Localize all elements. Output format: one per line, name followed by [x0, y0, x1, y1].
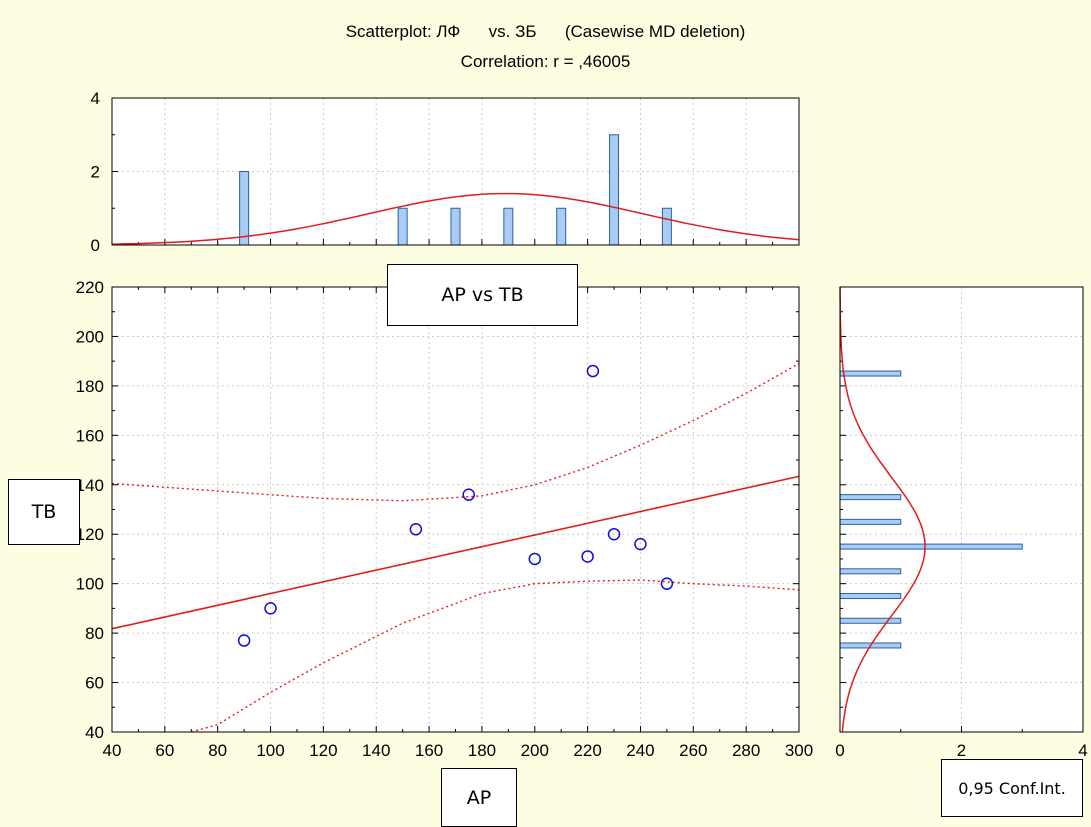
scatter-x-tick-label: 100: [256, 741, 284, 760]
scatter-y-tick-label: 40: [85, 723, 104, 742]
chart-subtitle: Correlation: r = ,46005: [460, 52, 631, 71]
scatter-x-tick-label: 60: [155, 741, 174, 760]
y-histogram-bar: [839, 543, 1023, 550]
y-histogram-x-tick-label: 2: [957, 741, 966, 760]
scatter-x-tick-label: 80: [208, 741, 227, 760]
scatter-y-tick-label: 200: [76, 327, 104, 346]
y-histogram-bar: [839, 370, 902, 377]
x-histogram-bar: [556, 207, 567, 246]
scatter-point: [237, 634, 251, 647]
x-histogram-frame: [111, 97, 800, 246]
x-histogram-bar: [609, 134, 620, 246]
scatter-point: [586, 364, 600, 378]
y-histogram-x-tick-label: 0: [835, 741, 844, 760]
scatter-x-tick-label: 160: [415, 741, 443, 760]
y-histogram-bar: [839, 593, 902, 600]
scatter-y-tick-label: 180: [76, 377, 104, 396]
scatter-y-tick-label: 80: [85, 624, 104, 643]
scatter-y-tick-label: 140: [76, 476, 104, 495]
y-histogram-normal-curve: [839, 287, 926, 733]
scatter-point: [634, 537, 647, 551]
scatter-point: [264, 602, 277, 615]
plot-label-text: AP vs TB: [441, 284, 524, 306]
scatter-y-tick-label: 120: [76, 525, 104, 544]
scatter-point: [660, 577, 674, 590]
scatter-y-tick-label: 100: [76, 575, 104, 594]
x-histogram-bar: [661, 207, 672, 246]
scatter-y-tick-label: 60: [85, 674, 104, 693]
scatter-x-tick-label: 40: [103, 741, 122, 760]
x-axis-label: AP: [466, 786, 492, 809]
scatter-x-tick-label: 260: [679, 741, 707, 760]
scatter-x-tick-label: 180: [468, 741, 496, 760]
confidence-band-upper: [112, 362, 799, 502]
y-histogram-bar: [839, 518, 902, 525]
scatter-point: [462, 488, 475, 501]
x-histogram-y-tick-label: 2: [91, 163, 100, 182]
scatter-y-tick-label: 160: [76, 426, 104, 445]
x-histogram-normal-curve: [111, 192, 800, 245]
conf-interval-label: 0,95 Conf.Int.: [958, 778, 1066, 798]
scatter-point: [581, 550, 594, 563]
y-axis-label: TB: [31, 501, 57, 523]
y-histogram-bar: [839, 617, 902, 624]
x-histogram-bar: [503, 207, 514, 246]
scatter-point: [607, 527, 621, 541]
scatter-point: [409, 523, 423, 536]
scatter-plot-area: [112, 287, 799, 732]
scatter-x-tick-label: 140: [362, 741, 390, 760]
y-histogram-frame: [839, 286, 1084, 733]
scatter-x-tick-label: 120: [309, 741, 337, 760]
x-histogram-y-tick-label: 0: [91, 236, 100, 255]
scatter-x-tick-label: 220: [573, 741, 601, 760]
y-histogram-x-tick-label: 4: [1078, 741, 1087, 760]
y-histogram-bar: [839, 568, 902, 575]
scatter-x-tick-label: 240: [626, 741, 654, 760]
scatter-x-tick-label: 200: [521, 741, 549, 760]
plot-label-box: AP vs TB: [387, 264, 578, 326]
scatter-x-tick-label: 280: [732, 741, 760, 760]
scatter-x-tick-label: 300: [785, 741, 813, 760]
x-histogram-bar: [450, 207, 461, 246]
x-histogram-y-tick-label: 4: [91, 89, 100, 108]
scatter-y-tick-label: 220: [76, 278, 104, 297]
chart-title: Scatterplot: ЛФ vs. ЗБ (Casewise MD dele…: [345, 22, 746, 41]
conf-interval-label-box: 0,95 Conf.Int.: [941, 759, 1083, 817]
x-axis-label-box: AP: [441, 768, 517, 827]
regression-line: [111, 475, 800, 630]
y-axis-label-box: TB: [8, 479, 80, 545]
scatter-point: [528, 552, 542, 566]
y-histogram-bar: [839, 494, 902, 501]
x-histogram-bar: [239, 171, 250, 246]
x-histogram-bar: [397, 207, 408, 246]
